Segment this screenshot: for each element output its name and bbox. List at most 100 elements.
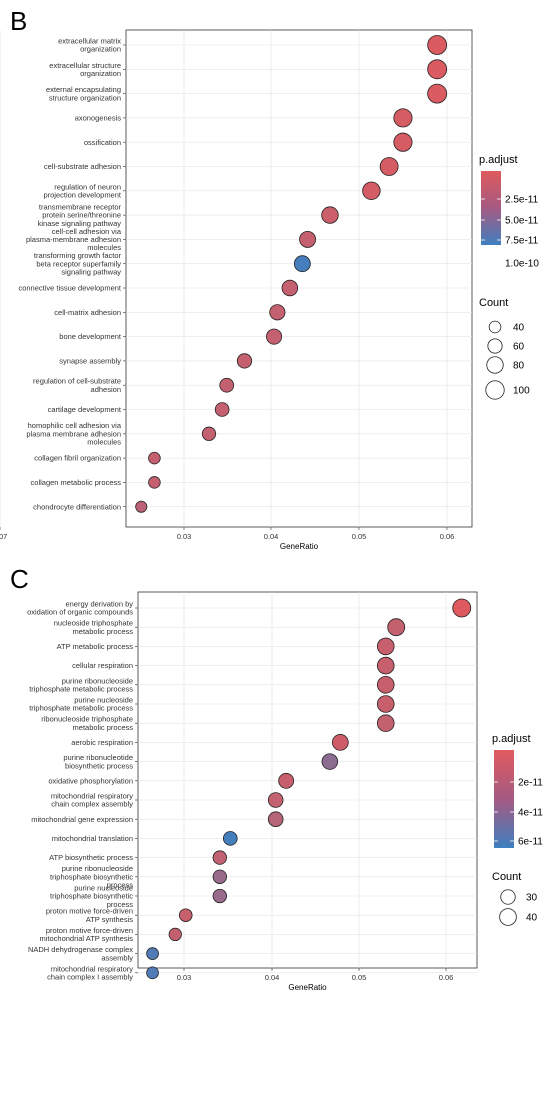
color-legend-label: 5.0e-11: [505, 216, 539, 227]
data-point: [321, 206, 339, 224]
color-legend-label: 4e-11: [518, 808, 543, 819]
y-category-label: bone development: [59, 332, 122, 341]
data-point: [321, 753, 339, 770]
y-category-label: organization: [80, 69, 121, 78]
y-category-label: purine ribonucleoside: [62, 676, 133, 685]
x-tick-label: 0.05: [352, 973, 367, 982]
y-category-label: plasma-membrane adhesion: [26, 235, 121, 244]
size-legend-label: 30: [526, 893, 538, 904]
y-category-label: mitochondrial respiratory: [51, 964, 133, 973]
x-tick-label: 0.04: [264, 532, 279, 541]
data-point: [212, 850, 227, 865]
data-point: [427, 59, 448, 80]
data-point: [201, 426, 217, 441]
size-legend-circle: [485, 380, 505, 400]
y-category-label: transmembrane receptor: [39, 203, 122, 212]
x-tick-label: 0.07: [0, 532, 7, 541]
data-point: [212, 869, 227, 884]
y-category-label: purine ribonucleotide: [63, 753, 133, 762]
color-legend-label: 1.0e-10: [505, 259, 539, 270]
y-category-label: cartilage development: [48, 405, 122, 414]
size-legend-title: Count: [492, 871, 521, 883]
y-category-label: chondrocyte differentiation: [33, 502, 121, 511]
x-axis-title: GeneRatio: [280, 542, 319, 551]
size-legend-title: Count: [479, 297, 508, 309]
y-category-label: ATP metabolic process: [57, 642, 134, 651]
y-category-label: organization: [80, 45, 121, 54]
data-point: [146, 947, 159, 960]
y-category-label: purine nucleoside: [74, 883, 133, 892]
data-point: [387, 618, 406, 637]
y-category-label: connective tissue development: [18, 284, 121, 293]
y-category-label: biosynthetic process: [65, 761, 133, 770]
y-category-label: mitochondrial translation: [52, 834, 133, 843]
data-point: [427, 35, 448, 55]
y-category-label: aerobic respiration: [71, 738, 133, 747]
data-point: [278, 772, 295, 789]
data-point: [331, 734, 349, 751]
y-category-label: ATP synthesis: [86, 915, 133, 924]
color-legend-title: p.adjust: [492, 733, 531, 745]
panel-b-dotplot: B 0.03 0.04 0.05 0.06 0.07 GeneRatio extracellu…: [0, 6, 539, 551]
y-category-label: signaling pathway: [61, 268, 121, 277]
size-legend-circle: [488, 320, 502, 334]
data-point: [269, 304, 286, 321]
color-legend-label: 7.5e-11: [505, 236, 539, 247]
plot-border: [125, 29, 473, 528]
data-point: [376, 656, 395, 675]
size-legend-label: 100: [513, 386, 530, 397]
data-point: [266, 328, 283, 345]
data-point: [222, 831, 238, 846]
y-category-label: assembly: [101, 953, 133, 962]
x-tick-label: 0.03: [177, 973, 192, 982]
x-tick-label: 0.06: [440, 532, 455, 541]
y-category-label: process: [107, 881, 134, 890]
data-point: [236, 353, 253, 369]
y-category-label: energy derivation by: [65, 600, 133, 609]
data-point: [168, 927, 182, 942]
plot-border: [137, 591, 478, 969]
y-category-label: chain complex I assembly: [47, 973, 133, 982]
y-category-label: external encapsulating: [46, 85, 121, 94]
data-point: [212, 888, 227, 904]
data-point: [299, 230, 317, 248]
data-point: [362, 181, 381, 201]
y-category-label: cellular respiration: [72, 661, 133, 670]
y-category-label: beta receptor superfamily: [36, 259, 121, 268]
y-category-label: oxidative phosphorylation: [48, 776, 133, 785]
data-point: [376, 714, 395, 732]
data-point: [146, 966, 159, 980]
data-point: [267, 792, 284, 808]
y-category-label: triphosphate biosynthetic: [50, 872, 133, 881]
size-legend-circle: [499, 908, 517, 926]
size-legend-label: 80: [513, 361, 525, 372]
y-category-label: axonogenesis: [75, 114, 122, 123]
panel-label: B: [10, 6, 27, 36]
y-category-label: synapse assembly: [59, 357, 121, 366]
y-category-label: regulation of cell-substrate: [33, 377, 121, 386]
x-axis-title: GeneRatio: [288, 983, 327, 992]
data-point: [214, 402, 230, 417]
data-point: [376, 637, 395, 656]
y-category-label: ATP biosynthetic process: [49, 853, 133, 862]
data-point: [293, 255, 311, 273]
y-category-label: oxidation of organic compounds: [27, 608, 133, 617]
y-category-label: chain complex assembly: [51, 800, 133, 809]
y-category-label: ribonucleoside triphosphate: [41, 715, 133, 724]
y-category-label: proton motive force-driven: [46, 907, 133, 916]
color-legend-label: 6e-11: [518, 837, 543, 848]
color-legend-title: p.adjust: [479, 154, 518, 166]
x-tick-label: 0.05: [352, 532, 367, 541]
y-category-label: NADH dehydrogenase complex: [28, 945, 133, 954]
y-category-label: triphosphate metabolic process: [29, 685, 133, 694]
y-category-label: homophilic cell adhesion via: [28, 421, 122, 430]
color-legend-bar: [481, 171, 501, 245]
size-legend-label: 40: [513, 323, 525, 334]
y-category-label: plasma membrane adhesion: [26, 429, 121, 438]
y-category-label: transforming growth factor: [34, 251, 122, 260]
data-point: [379, 157, 399, 176]
y-category-label: collagen metabolic process: [31, 478, 122, 487]
y-category-label: mitochondrial gene expression: [31, 815, 133, 824]
size-legend-circle: [487, 338, 503, 354]
color-legend-bar: [494, 750, 514, 848]
